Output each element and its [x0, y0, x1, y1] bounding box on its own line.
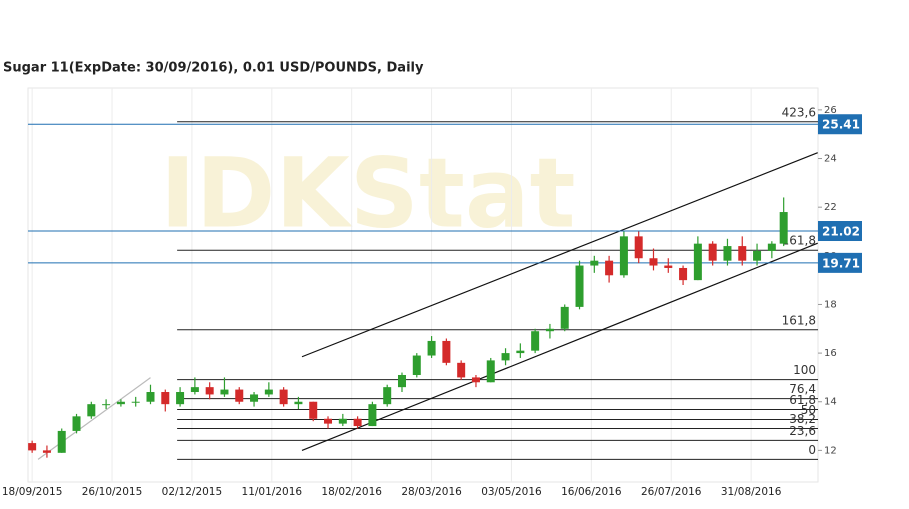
chart-title: Sugar 11(ExpDate: 30/09/2016), 0.01 USD/…	[3, 61, 424, 76]
candle-body	[87, 404, 96, 417]
candle-body	[57, 430, 66, 453]
candle-body	[427, 340, 436, 356]
price-box	[818, 252, 862, 273]
x-tick-label: 16/06/2016	[561, 486, 622, 498]
price-label: 21.02	[822, 225, 860, 239]
fib-label: 23,6	[789, 424, 816, 438]
candle-body	[457, 362, 466, 378]
plot-area	[27, 87, 819, 483]
y-tick-label: 16	[824, 348, 837, 359]
candle-body	[279, 389, 288, 405]
price-label: 25.41	[822, 118, 860, 132]
x-tick-label: 26/10/2015	[82, 486, 143, 498]
x-tick-label: 31/08/2016	[721, 486, 782, 498]
candle-body	[324, 418, 333, 424]
candle-body	[753, 250, 762, 261]
price-box	[818, 114, 862, 135]
candle-body	[368, 404, 377, 427]
candle-body	[28, 443, 37, 451]
candle-body	[131, 401, 140, 403]
price-label: 19.71	[822, 256, 860, 270]
candle-body	[738, 246, 747, 261]
y-tick-label: 22	[824, 202, 837, 213]
candle-body	[72, 416, 81, 431]
fib-label: 50	[801, 403, 816, 417]
x-tick-label: 02/12/2015	[162, 486, 223, 498]
candle-body	[619, 236, 628, 276]
candle-body	[516, 350, 525, 354]
x-tick-label: 18/02/2016	[321, 486, 382, 498]
x-tick-label: 28/03/2016	[401, 486, 462, 498]
candle-body	[412, 355, 421, 375]
candle-body	[708, 243, 717, 261]
trend-line	[301, 152, 818, 358]
fib-label: 423,6	[782, 105, 816, 119]
candle-body	[250, 394, 259, 402]
candle-body	[383, 387, 392, 405]
fib-label: 0	[808, 443, 816, 457]
candle-body	[146, 392, 155, 402]
candle-body	[205, 387, 214, 395]
candle-body	[501, 353, 510, 361]
candle-body	[779, 212, 788, 244]
candle-body	[102, 404, 111, 406]
y-tick-label: 26	[824, 105, 837, 116]
candle-body	[190, 387, 199, 393]
watermark: IDKStat	[160, 137, 576, 249]
price-box	[818, 221, 862, 242]
candle-body	[545, 328, 554, 332]
x-tick-label: 26/07/2016	[641, 486, 702, 498]
candle-body	[309, 401, 318, 419]
candle-body	[767, 243, 776, 251]
candle-body	[634, 236, 643, 259]
candle-body	[664, 265, 673, 268]
fib-label: 161,8	[782, 313, 816, 327]
y-tick-label: 12	[824, 445, 837, 456]
x-tick-label: 03/05/2016	[481, 486, 542, 498]
candle-body	[353, 418, 362, 427]
fib-label: 76,4	[789, 382, 816, 396]
x-tick-label: 18/09/2015	[2, 486, 63, 498]
candle-body	[338, 418, 347, 424]
candle-body	[693, 243, 702, 281]
candle-body	[560, 306, 569, 329]
y-tick-label: 14	[824, 397, 837, 408]
candle-body	[605, 260, 614, 276]
trend-line	[37, 377, 151, 460]
fib-label: 161,8	[782, 234, 816, 248]
candle-body	[116, 401, 125, 405]
candle-body	[264, 389, 273, 395]
y-tick-label: 24	[824, 154, 837, 165]
candle-body	[42, 450, 51, 453]
candle-body	[575, 265, 584, 307]
y-tick-label: 18	[824, 299, 837, 310]
candle-body	[176, 392, 185, 405]
candle-body	[486, 360, 495, 383]
candle-body	[294, 401, 303, 405]
x-tick-label: 11/01/2016	[242, 486, 303, 498]
candle-body	[442, 340, 451, 363]
candle-body	[723, 246, 732, 261]
candle-body	[161, 392, 170, 405]
candle-body	[590, 260, 599, 266]
fib-label: 38,2	[789, 412, 816, 426]
candle-body	[471, 377, 480, 383]
fib-label: 61,8	[789, 393, 816, 407]
candle-body	[531, 331, 540, 351]
fib-label: 100	[793, 363, 816, 377]
candle-body	[235, 389, 244, 402]
candle-body	[397, 374, 406, 388]
trend-line	[301, 242, 818, 451]
candle-body	[220, 389, 229, 395]
candle-body	[649, 258, 658, 266]
candle-body	[679, 267, 688, 281]
